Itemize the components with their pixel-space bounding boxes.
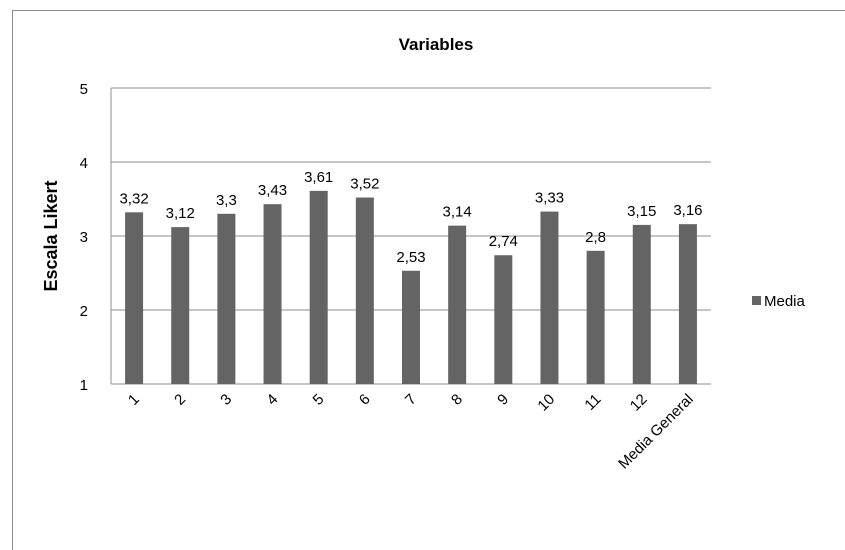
bars: [125, 190, 697, 384]
data-label-8: 3,14: [443, 204, 472, 221]
y-tick-label-3: 3: [80, 229, 88, 246]
bar-4: [263, 204, 282, 384]
bar-3: [217, 213, 236, 384]
data-label-11: 2,8: [585, 229, 606, 246]
data-label-6: 3,52: [350, 176, 379, 193]
bar-1: [125, 212, 144, 384]
bar-8: [448, 225, 467, 384]
data-label-4: 3,43: [258, 182, 287, 199]
bar-9: [494, 255, 513, 384]
y-tick-label-5: 5: [80, 81, 88, 98]
x-tick-label-6: 6: [356, 391, 374, 409]
data-label-1: 3,32: [119, 190, 148, 207]
data-label-media-general: 3,16: [673, 202, 702, 219]
x-tick-label-12: 12: [627, 391, 651, 415]
x-tick-label-2: 2: [171, 391, 189, 409]
y-axis-ticks: 1 2 3 4 5: [80, 81, 88, 394]
legend-label-media: Media: [764, 293, 806, 310]
y-tick-label-4: 4: [80, 155, 88, 172]
x-tick-label-7: 7: [402, 391, 420, 409]
data-label-2: 3,12: [166, 205, 195, 222]
y-axis-title: Escala Likert: [41, 180, 61, 291]
x-tick-label-4: 4: [263, 391, 281, 409]
bar-11: [586, 250, 605, 384]
x-tick-label-1: 1: [125, 391, 143, 409]
x-tick-label-3: 3: [217, 391, 235, 409]
data-label-12: 3,15: [627, 203, 656, 220]
data-label-10: 3,33: [535, 190, 564, 207]
data-label-7: 2,53: [396, 249, 425, 266]
bar-5: [309, 190, 328, 384]
x-tick-label-10: 10: [534, 391, 558, 415]
legend: Media: [752, 293, 806, 310]
bar-media-general: [678, 224, 697, 384]
bar-10: [540, 211, 559, 384]
data-label-5: 3,61: [304, 169, 333, 186]
x-tick-label-8: 8: [448, 391, 466, 409]
legend-swatch: [752, 296, 761, 305]
data-label-3: 3,3: [216, 192, 237, 209]
bar-7: [402, 270, 420, 384]
y-tick-label-1: 1: [80, 377, 88, 394]
x-tick-label-5: 5: [310, 391, 328, 409]
data-labels: 3,32 3,12 3,3 3,43 3,61 3,52 2,53 3,14 2,74 3,33 2…: [119, 169, 702, 266]
y-tick-label-2: 2: [80, 303, 88, 320]
bar-12: [632, 224, 651, 384]
chart-title: Variables: [399, 35, 474, 54]
x-tick-label-11: 11: [581, 391, 604, 414]
x-tick-label-9: 9: [494, 391, 512, 409]
chart-frame: [12, 10, 845, 550]
bar-6: [355, 197, 374, 384]
bar-2: [171, 227, 190, 384]
data-label-9: 2,74: [489, 233, 518, 250]
